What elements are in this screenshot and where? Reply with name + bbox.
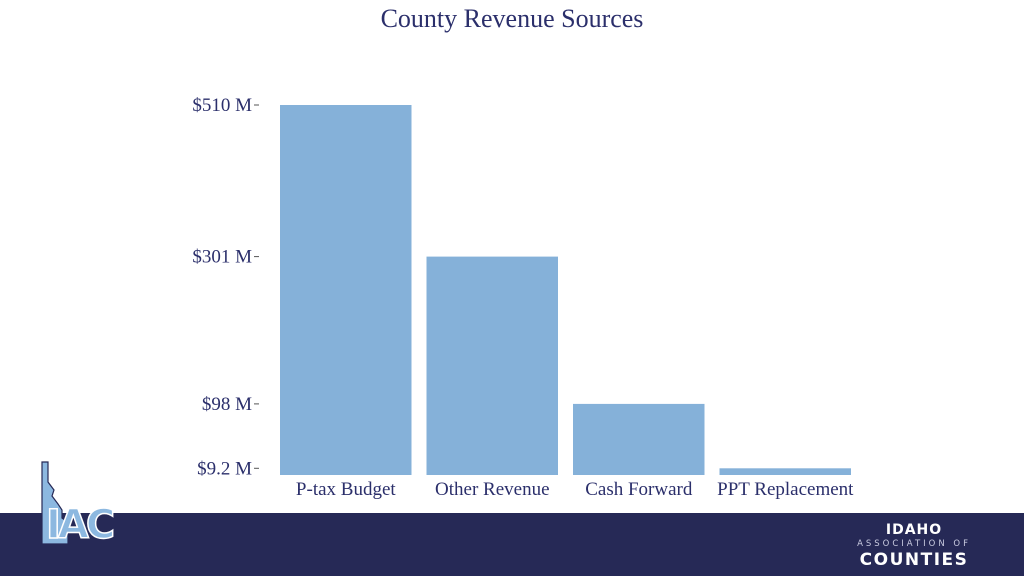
x-tick-label: PPT Replacement xyxy=(717,479,854,500)
bar-chart: $510 M $301 M $98 M $9.2 M P-tax Budget Othe… xyxy=(192,95,854,500)
footer-bar xyxy=(0,513,1024,576)
x-axis: P-tax Budget Other Revenue Cash Forward PPT… xyxy=(296,479,854,500)
iac-logo: IAC xyxy=(41,461,117,549)
x-tick-label: Cash Forward xyxy=(585,479,693,500)
x-tick-label: P-tax Budget xyxy=(296,479,396,500)
bar-ppt-replacement xyxy=(719,468,851,475)
bar-p-tax-budget xyxy=(280,105,412,475)
bars xyxy=(280,105,851,475)
y-axis: $510 M $301 M $98 M $9.2 M xyxy=(192,95,259,479)
y-tick-label: $9.2 M xyxy=(197,458,252,479)
brand-line-3: COUNTIES xyxy=(859,550,969,570)
bar-other-revenue xyxy=(426,256,558,475)
brand-line-2: ASSOCIATION OF xyxy=(857,539,971,549)
chart-title: County Revenue Sources xyxy=(380,4,644,33)
y-tick-label: $98 M xyxy=(202,394,252,415)
logo-text: IAC xyxy=(46,502,113,548)
y-tick-label: $301 M xyxy=(192,247,252,268)
x-tick-label: Other Revenue xyxy=(435,479,549,500)
bar-cash-forward xyxy=(573,403,705,475)
org-brand: IDAHO ASSOCIATION OF COUNTIES xyxy=(857,522,971,570)
y-tick-label: $510 M xyxy=(192,95,252,116)
brand-line-1: IDAHO xyxy=(885,522,943,538)
idaho-state-icon xyxy=(41,461,69,545)
